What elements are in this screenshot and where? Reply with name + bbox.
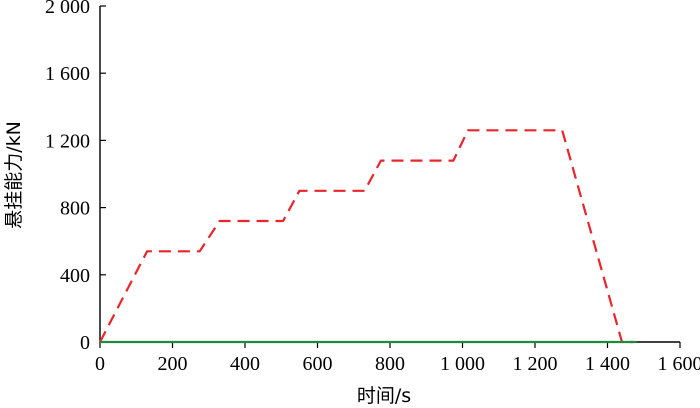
dashed-series-line bbox=[99, 129, 633, 344]
x-axis-title: 时间/s bbox=[357, 385, 411, 407]
x-tick-label: 0 bbox=[95, 353, 105, 375]
x-tick-label: 1 400 bbox=[585, 353, 630, 375]
tick-labels: 0 200 400 600 800 1 000 1 200 1 400 1 600 0 400 800… bbox=[45, 0, 700, 375]
x-tick-label: 1 600 bbox=[658, 353, 700, 375]
x-tick-label: 400 bbox=[230, 353, 260, 375]
y-axis-title: 悬挂能力/kN bbox=[3, 121, 25, 229]
series-layer bbox=[99, 129, 637, 344]
y-tick-label: 0 bbox=[80, 332, 90, 354]
axes bbox=[99, 6, 680, 343]
x-tick-label: 800 bbox=[375, 353, 405, 375]
y-tick-label: 800 bbox=[60, 198, 90, 220]
tick-marks bbox=[99, 5, 681, 348]
y-tick-label: 400 bbox=[60, 265, 90, 287]
x-tick-label: 1 000 bbox=[440, 353, 485, 375]
y-tick-label: 1 600 bbox=[45, 63, 90, 85]
y-tick-label: 2 000 bbox=[45, 0, 90, 18]
x-tick-label: 600 bbox=[303, 353, 333, 375]
x-tick-label: 1 200 bbox=[513, 353, 558, 375]
y-tick-label: 1 200 bbox=[45, 130, 90, 152]
x-tick-label: 200 bbox=[158, 353, 188, 375]
